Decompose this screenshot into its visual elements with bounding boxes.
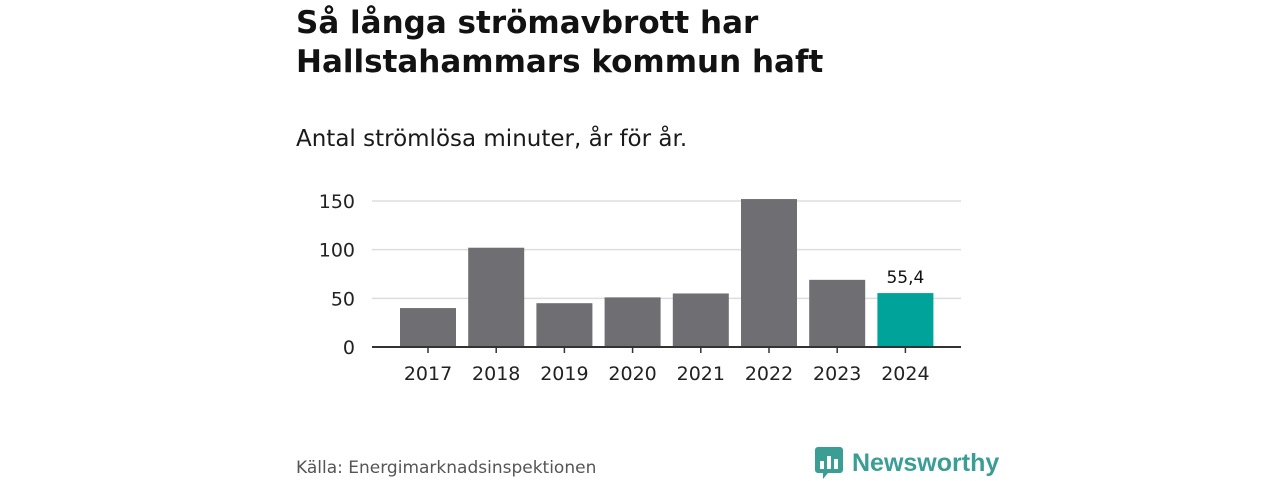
x-tick-label: 2019	[540, 363, 588, 385]
chart-subtitle: Antal strömlösa minuter, år för år.	[296, 126, 688, 152]
brand-name: Newsworthy	[852, 448, 1000, 477]
bar-2017	[400, 308, 456, 347]
chart-title: Så långa strömavbrott har Hallstahammars…	[296, 4, 996, 82]
x-tick-label: 2022	[745, 363, 793, 385]
brand-logo: Newsworthy	[814, 445, 999, 481]
x-tick-label: 2023	[813, 363, 861, 385]
x-tick-label: 2017	[404, 363, 452, 385]
bar-2018	[468, 247, 525, 347]
y-tick-label: 0	[343, 337, 355, 359]
x-tick-label: 2020	[608, 363, 656, 385]
x-tick-label: 2021	[677, 363, 725, 385]
newsworthy-logo-icon	[815, 447, 843, 479]
bar-2024	[877, 293, 934, 347]
data-label: 55,4	[886, 268, 924, 288]
bar-2019	[536, 303, 593, 347]
bar-2021	[672, 293, 729, 347]
bar-chart: 0 50 100 150 2017 2018 2019 2020 2021 2022 2023 202…	[319, 191, 961, 385]
x-tick-label: 2024	[881, 363, 929, 385]
bar-2022	[741, 199, 797, 347]
x-tick-label: 2018	[472, 363, 520, 385]
y-tick-label: 150	[319, 191, 355, 213]
bar-2023	[809, 279, 866, 347]
chart-title-line-2: Hallstahammars kommun haft	[296, 44, 824, 80]
y-tick-label: 50	[331, 288, 355, 310]
chart-title-line-1: Så långa strömavbrott har	[296, 5, 759, 41]
y-tick-label: 100	[319, 240, 355, 262]
source-note: Källa: Energimarknadsinspektionen	[296, 458, 597, 478]
bar-2020	[604, 297, 661, 347]
